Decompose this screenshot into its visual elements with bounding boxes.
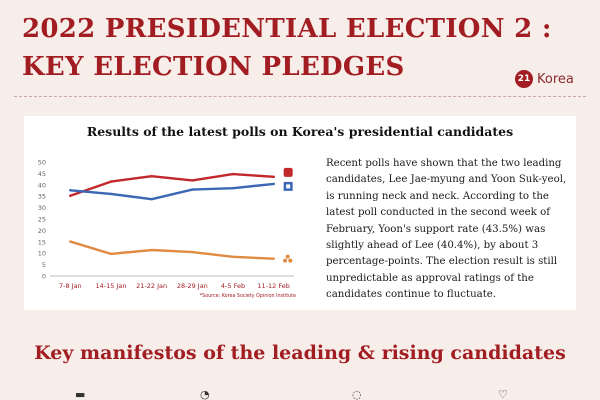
page-title-line-1: 2022 PRESIDENTIAL ELECTION 2 : (22, 14, 552, 44)
party-orange-icon-dot (288, 258, 293, 263)
x-tick-label: 7-8 Jan (59, 282, 82, 290)
poll-line-chart: 0 5 10 15 20 25 30 35 40 45 50 7-8 Jan 14-15 Jan 21-2… (38, 159, 296, 300)
candidate-2-icon: ◔ (200, 388, 210, 400)
y-tick-label: 30 (38, 204, 46, 212)
data-point (272, 257, 275, 260)
data-point (150, 248, 153, 252)
data-point (191, 188, 194, 191)
y-tick-label: 25 (38, 216, 46, 224)
chart-title: Results of the latest polls on Korea's p… (86, 124, 514, 139)
party-red-icon (283, 167, 293, 177)
x-tick-label: 28-29 Jan (177, 282, 208, 290)
y-tick-label: 45 (38, 170, 46, 178)
series-line-3 (69, 240, 275, 260)
poll-card: Results of the latest polls on Korea's p… (24, 116, 576, 310)
poll-description: Recent polls have shown that the two lea… (326, 158, 567, 301)
candidate-3-icon: ◌ (352, 388, 362, 400)
data-point (109, 180, 113, 183)
y-tick-label: 0 (42, 273, 46, 281)
data-point (231, 187, 235, 190)
data-point (69, 189, 72, 192)
logo-text: Korea (537, 71, 574, 87)
x-tick-label: 14-15 Jan (96, 282, 127, 290)
data-point (191, 250, 194, 254)
y-tick-label: 40 (38, 181, 46, 189)
section-subtitle: Key manifestos of the leading & rising c… (34, 342, 566, 364)
data-point (191, 179, 194, 182)
y-tick-label: 20 (38, 227, 46, 235)
candidate-icons-row: ▬ ◔ ◌ ♡ (0, 388, 600, 400)
x-tick-label: 21-22 Jan (136, 282, 167, 290)
data-point (231, 255, 235, 259)
y-tick-label: 5 (42, 261, 46, 269)
data-point (109, 252, 113, 256)
party-blue-icon-inner (286, 184, 291, 189)
y-tick-label: 15 (38, 238, 46, 246)
data-point (109, 192, 113, 196)
data-point (69, 240, 72, 243)
data-point (272, 182, 275, 186)
data-point (69, 194, 72, 197)
y-tick-label: 50 (38, 159, 46, 167)
y-tick-label: 10 (38, 250, 46, 258)
party-orange-icon-dot (283, 258, 288, 263)
data-point (231, 172, 235, 176)
series-line-2 (69, 182, 275, 201)
series-line-1 (69, 172, 275, 197)
chart-source: *Source: Korea Society Opinion Institute (200, 293, 296, 299)
data-point (150, 174, 153, 178)
page-title-line-2: KEY ELECTION PLEDGES (22, 52, 405, 82)
x-tick-label: 11-12 Feb (257, 282, 289, 290)
y-tick-label: 35 (38, 193, 46, 201)
x-tick-label: 4-5 Feb (221, 282, 245, 290)
data-point (272, 175, 275, 179)
logo-mark-icon: 21 (515, 70, 533, 88)
candidate-1-icon: ▬ (75, 388, 86, 400)
data-point (150, 197, 153, 201)
party-orange-icon (285, 254, 290, 259)
candidate-4-icon: ♡ (498, 388, 508, 400)
brand-logo: 21 Korea (515, 70, 574, 88)
divider (14, 96, 586, 97)
